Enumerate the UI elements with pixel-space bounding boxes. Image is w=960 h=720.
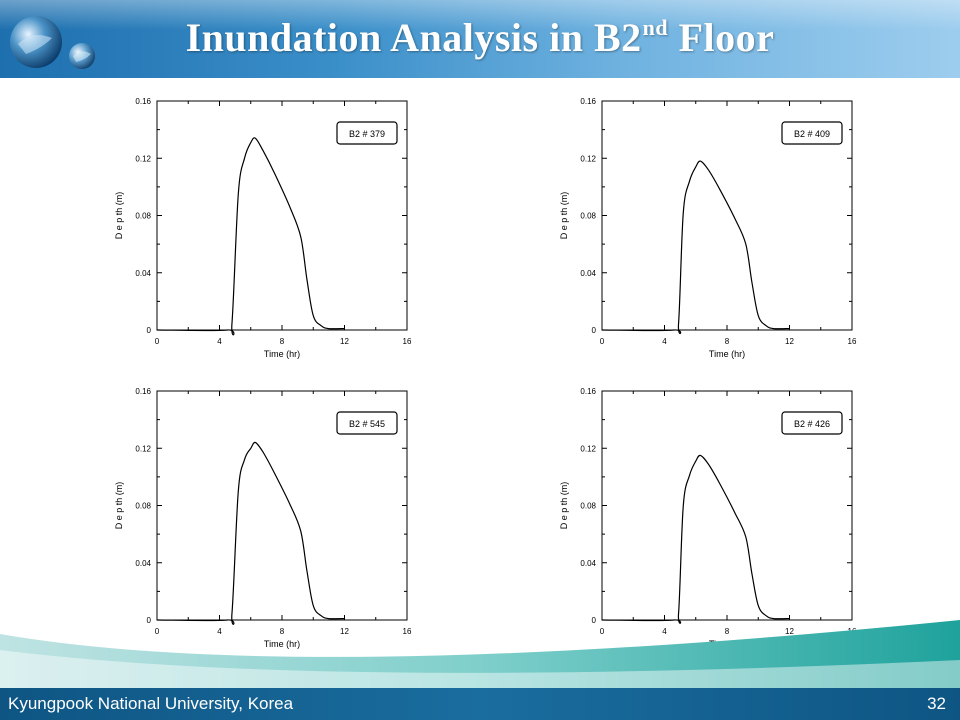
legend-label: B2 # 409 xyxy=(794,129,830,139)
header-band xyxy=(0,0,960,78)
y-tick-label: 0 xyxy=(592,616,597,625)
title-superscript: nd xyxy=(642,15,669,40)
header-sheen xyxy=(0,0,960,30)
x-tick-label: 4 xyxy=(217,337,222,346)
x-tick-label: 4 xyxy=(662,627,667,636)
x-axis-label: Time (hr) xyxy=(264,349,300,359)
legend-box xyxy=(781,411,843,435)
y-tick-label: 0.04 xyxy=(580,559,596,568)
y-tick-label: 0.08 xyxy=(135,502,151,511)
y-axis-label: D e p th (m) xyxy=(559,192,569,240)
y-tick-label: 0.12 xyxy=(135,444,151,453)
x-tick-label: 0 xyxy=(600,627,605,636)
x-tick-label: 4 xyxy=(662,337,667,346)
legend-label: B2 # 426 xyxy=(794,419,830,429)
legend-box xyxy=(336,121,398,145)
series-line xyxy=(601,160,790,334)
x-tick-label: 0 xyxy=(155,337,160,346)
x-tick-label: 16 xyxy=(403,337,412,346)
depth-chart-2: 0 0.04 0.08 0.12 0.16 0 4 8 12 16 Time (hr) D e p t… xyxy=(545,90,865,370)
x-tick-label: 0 xyxy=(600,337,605,346)
y-tick-label: 0.08 xyxy=(580,502,596,511)
series-line xyxy=(601,454,790,624)
y-tick-label: 0.12 xyxy=(580,154,596,163)
y-tick-label: 0.16 xyxy=(580,97,596,106)
globe-logo-icon xyxy=(10,16,95,69)
y-axis-label: D e p th (m) xyxy=(114,482,124,530)
legend-box xyxy=(336,411,398,435)
x-tick-label: 8 xyxy=(725,337,730,346)
y-tick-label: 0.08 xyxy=(135,212,151,221)
x-tick-label: 12 xyxy=(340,627,349,636)
y-tick-label: 0.04 xyxy=(580,269,596,278)
y-tick-label: 0.04 xyxy=(135,269,151,278)
x-tick-label: 16 xyxy=(403,627,412,636)
slide-title: Inundation Analysis in B2nd Floor xyxy=(0,14,960,61)
x-tick-label: 8 xyxy=(280,627,285,636)
y-tick-label: 0 xyxy=(147,616,152,625)
legend-box xyxy=(781,121,843,145)
y-tick-label: 0.16 xyxy=(135,387,151,396)
title-main: Inundation Analysis in B2 xyxy=(185,15,642,60)
x-tick-label: 8 xyxy=(725,627,730,636)
y-tick-label: 0.16 xyxy=(135,97,151,106)
footer-swoosh xyxy=(0,620,960,688)
y-tick-label: 0.04 xyxy=(135,559,151,568)
x-tick-label: 8 xyxy=(280,337,285,346)
series-line xyxy=(156,137,345,336)
x-tick-label: 16 xyxy=(848,337,857,346)
footer-band: Kyungpook National University, Korea 32 xyxy=(0,688,960,720)
x-tick-label: 0 xyxy=(155,627,160,636)
x-tick-label: 4 xyxy=(217,627,222,636)
title-end: Floor xyxy=(668,15,775,60)
page-number: 32 xyxy=(927,694,946,713)
y-tick-label: 0.08 xyxy=(580,212,596,221)
x-axis-label: Time (hr) xyxy=(709,349,745,359)
x-tick-label: 12 xyxy=(785,627,794,636)
series-line xyxy=(156,441,345,625)
depth-chart-1: 0 0.04 0.08 0.12 0.16 0 4 8 12 16 Time (hr) D e p t… xyxy=(100,90,420,370)
y-axis-label: D e p th (m) xyxy=(114,192,124,240)
x-tick-label: 12 xyxy=(340,337,349,346)
legend-label: B2 # 379 xyxy=(349,129,385,139)
legend-label: B2 # 545 xyxy=(349,419,385,429)
y-tick-label: 0 xyxy=(147,326,152,335)
y-tick-label: 0.16 xyxy=(580,387,596,396)
y-tick-label: 0.12 xyxy=(580,444,596,453)
depth-chart-3: 0 0.04 0.08 0.12 0.16 0 4 8 12 16 Time (hr) D e p t… xyxy=(100,380,420,660)
y-tick-label: 0 xyxy=(592,326,597,335)
y-tick-label: 0.12 xyxy=(135,154,151,163)
y-axis-label: D e p th (m) xyxy=(559,482,569,530)
x-tick-label: 12 xyxy=(785,337,794,346)
x-axis-label: Time (hr) xyxy=(264,639,300,649)
footer-university: Kyungpook National University, Korea xyxy=(8,694,294,713)
